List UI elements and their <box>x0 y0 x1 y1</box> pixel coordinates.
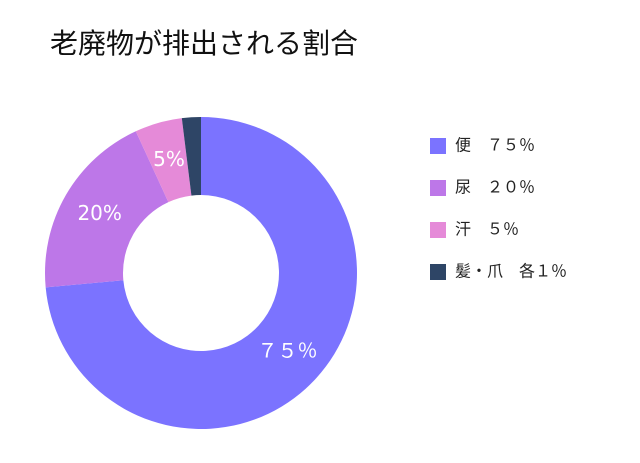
legend-swatch <box>430 180 446 196</box>
donut-slice <box>45 117 358 430</box>
donut-slice <box>45 131 169 288</box>
donut-slice <box>135 118 192 203</box>
legend-label: 便 ７５％ <box>455 136 535 155</box>
donut-slice <box>181 117 201 196</box>
data-label: 5% <box>153 147 185 171</box>
legend-swatch <box>430 222 446 238</box>
legend-label: 髪・爪 各１％ <box>455 262 567 281</box>
legend-label: 汗 ５％ <box>455 220 519 239</box>
legend-swatch <box>430 138 446 154</box>
legend-label: 尿 ２０％ <box>455 178 535 197</box>
data-label: 20% <box>77 201 121 225</box>
legend-swatch <box>430 264 446 280</box>
data-label: ７５％ <box>257 338 317 362</box>
chart-title: 老廃物が排出される割合 <box>50 27 358 60</box>
